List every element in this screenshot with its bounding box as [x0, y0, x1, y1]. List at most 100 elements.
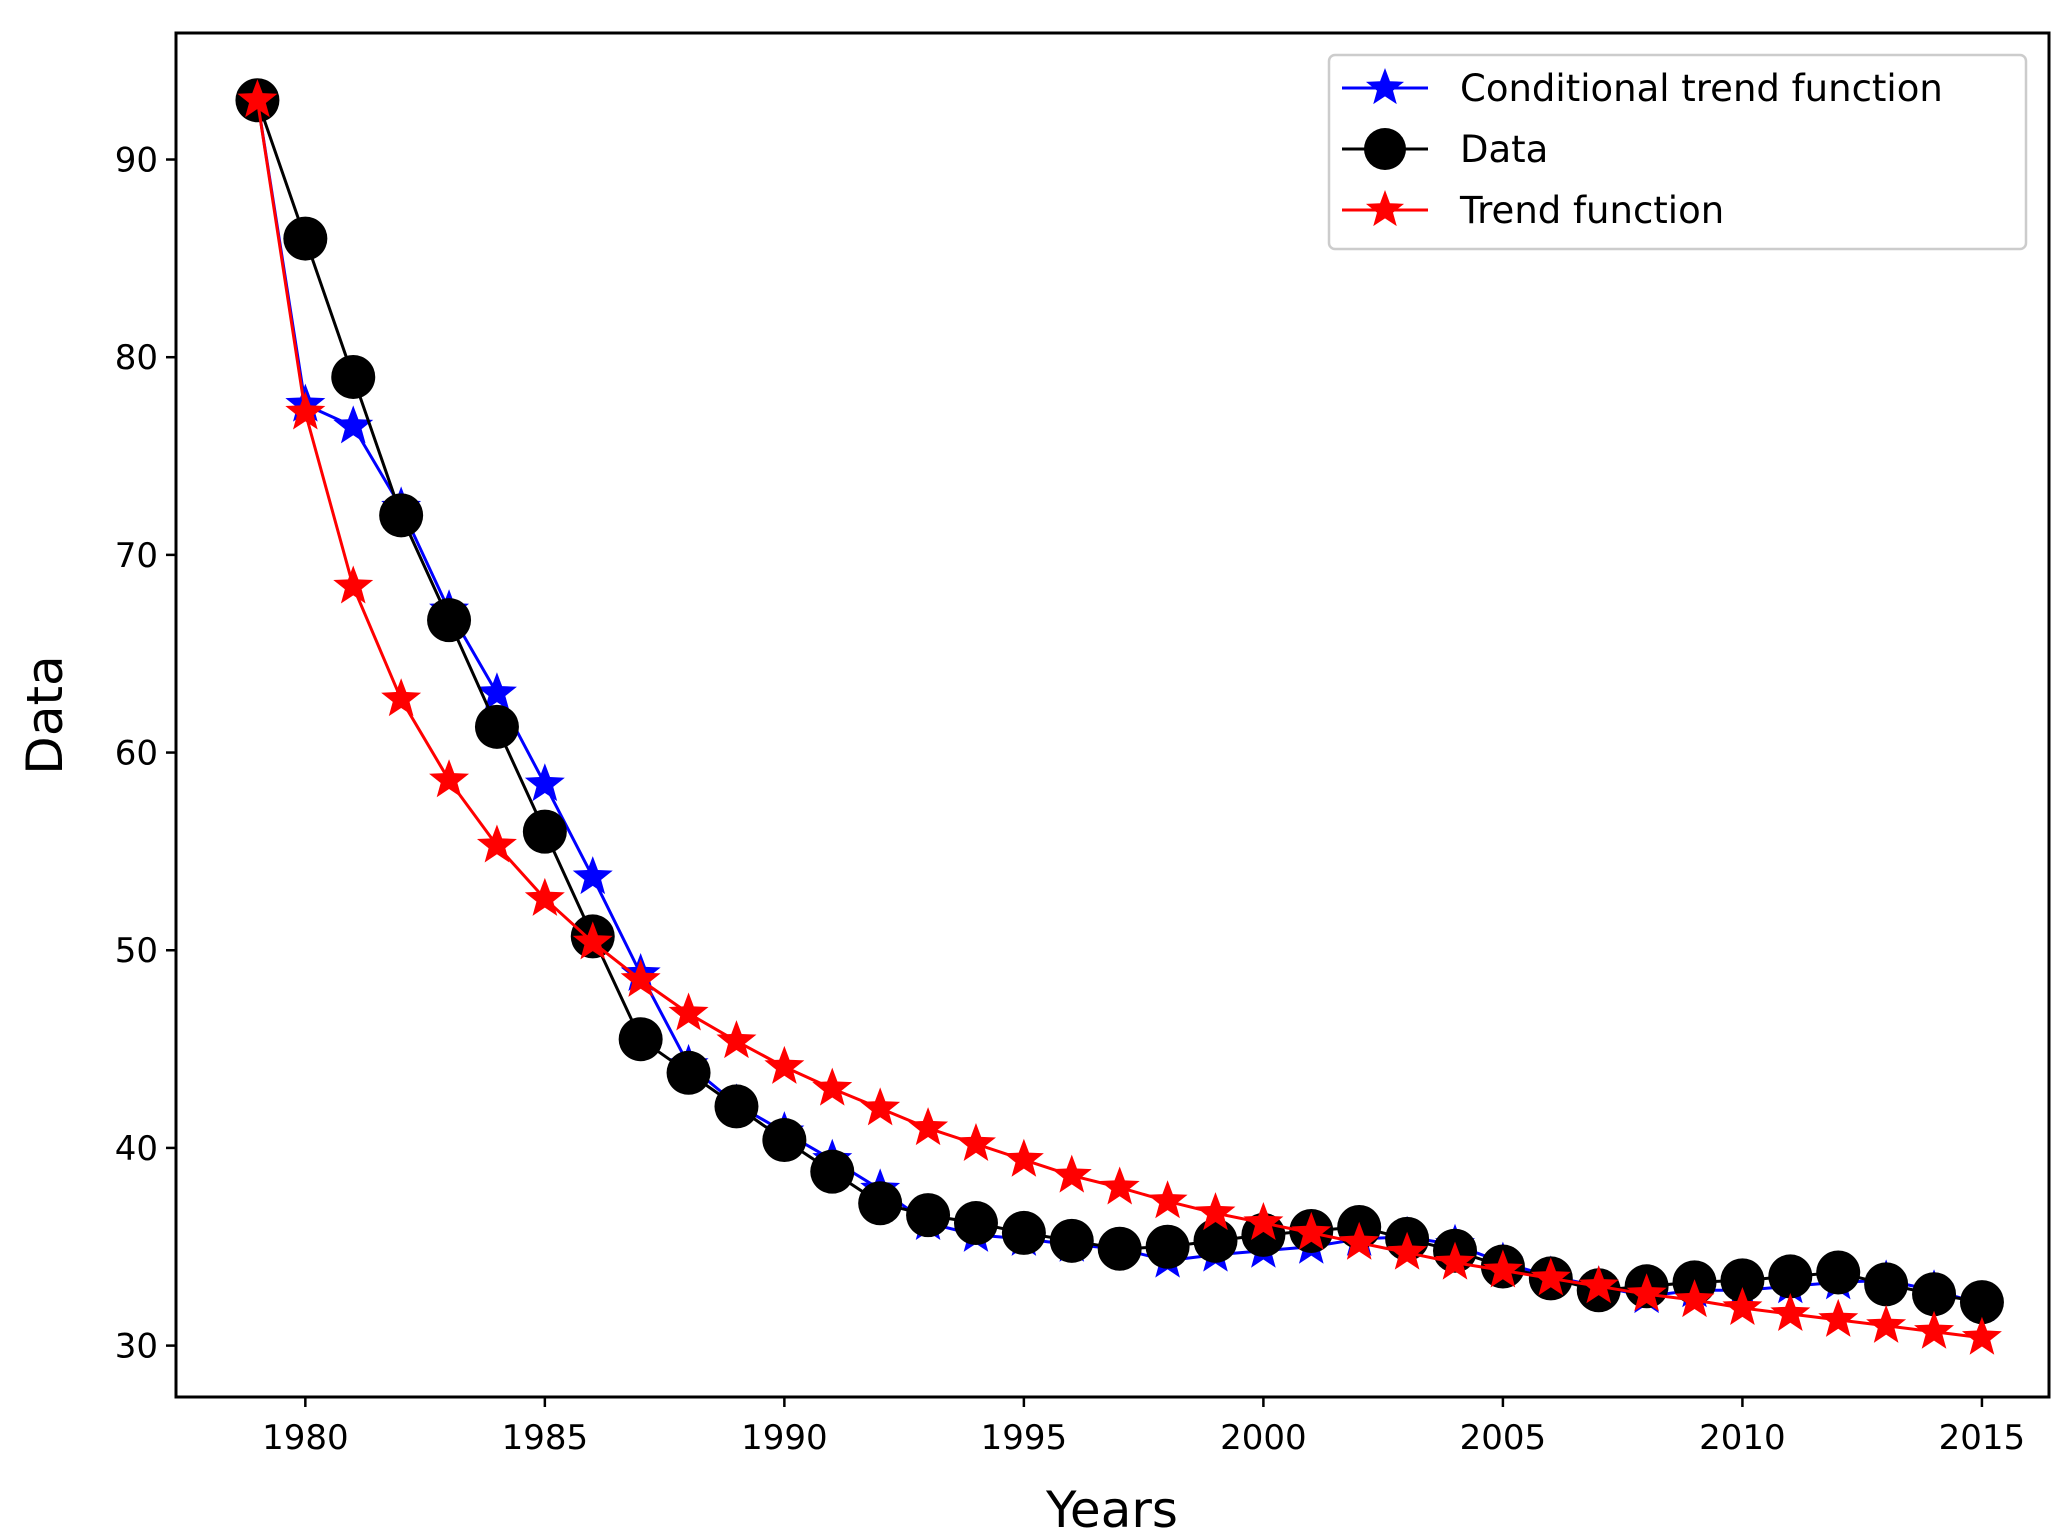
- x-tick-label-1980: 1980: [262, 1418, 349, 1458]
- series-2-point-2009: [1674, 1279, 1715, 1318]
- plot-frame: [174, 31, 2051, 1399]
- series-2-point-2012: [1818, 1298, 1859, 1337]
- series-1-point-1983: [427, 598, 472, 643]
- series-0-point-1986: [572, 856, 613, 895]
- series-1-point-1981: [331, 354, 376, 399]
- series-2-point-1981: [333, 565, 374, 604]
- series-2-point-2003: [1387, 1231, 1428, 1270]
- series-2-point-1989: [716, 1020, 757, 1059]
- series-1-point-1992: [858, 1181, 903, 1226]
- y-axis-title: Data: [16, 655, 74, 774]
- legend-label-1: Data: [1460, 128, 1548, 171]
- series-2-point-1985: [524, 877, 565, 916]
- x-axis-title: Years: [1045, 1481, 1178, 1539]
- series-1-point-1987: [618, 1017, 663, 1062]
- x-tick-label-1995: 1995: [981, 1418, 1068, 1458]
- series-2-point-1999: [1195, 1192, 1236, 1231]
- series-2-point-1984: [476, 824, 517, 863]
- series-1-point-2014: [1912, 1272, 1957, 1317]
- series-2-point-1998: [1147, 1180, 1188, 1219]
- x-tick-label-1985: 1985: [502, 1418, 589, 1458]
- legend-box: [1327, 53, 2028, 251]
- series-1-point-1994: [953, 1201, 998, 1246]
- series-1-point-1997: [1097, 1226, 1142, 1271]
- legend-entry-2: Trend function: [1342, 189, 1724, 232]
- series-1-point-1980: [283, 216, 328, 261]
- y-tick-label-40: 40: [115, 1129, 158, 1169]
- x-tick-label-2005: 2005: [1460, 1418, 1547, 1458]
- series-2-point-1996: [1051, 1154, 1092, 1193]
- series-2-point-2004: [1435, 1241, 1475, 1280]
- series-2-point-2001: [1291, 1211, 1332, 1250]
- series-2-point-1986: [572, 921, 613, 960]
- series-1-point-1993: [906, 1193, 951, 1238]
- series-2-point-2005: [1482, 1249, 1523, 1288]
- series-1-point-1985: [522, 809, 567, 854]
- y-tick-label-50: 50: [115, 931, 158, 971]
- series-2-point-1988: [668, 992, 709, 1031]
- legend-marker-2: [1365, 190, 1405, 227]
- series-2-point-1990: [764, 1045, 805, 1084]
- y-tick-label-70: 70: [115, 536, 158, 576]
- series-0-point-1985: [524, 763, 565, 802]
- x-tick-label-2010: 2010: [1699, 1418, 1786, 1458]
- series-2-point-1983: [429, 759, 470, 798]
- series-1-point-2015: [1959, 1280, 2004, 1325]
- series-2-point-2006: [1530, 1257, 1571, 1296]
- x-tick-label-1990: 1990: [741, 1418, 828, 1458]
- series-2-point-2014: [1914, 1310, 1955, 1349]
- series-0-point-1984: [476, 672, 517, 711]
- series-1-point-2013: [1864, 1262, 1909, 1307]
- series-1-point-1984: [474, 704, 519, 749]
- series-2-point-2010: [1722, 1287, 1763, 1326]
- legend-label-2: Trend function: [1459, 189, 1724, 232]
- series-2-point-1993: [908, 1107, 949, 1146]
- series-1-point-1999: [1193, 1218, 1238, 1263]
- series-1-point-1995: [1001, 1210, 1046, 1255]
- x-tick-label-2015: 2015: [1939, 1418, 2026, 1458]
- series-0-point-1981: [333, 405, 374, 444]
- series-1-point-1982: [379, 493, 424, 538]
- y-tick-label-90: 90: [115, 141, 158, 181]
- series-2-point-2011: [1770, 1292, 1811, 1331]
- y-tick-label-80: 80: [115, 338, 158, 378]
- series-2-point-1992: [860, 1087, 901, 1126]
- series-2-point-2013: [1866, 1304, 1907, 1343]
- series-2-point-1995: [1003, 1138, 1044, 1177]
- legend: Conditional trend function Data Trend func…: [1327, 53, 2028, 251]
- series-2-point-2000: [1243, 1202, 1284, 1241]
- ticks-layer: 1980 1985 1990 1995 2000 2005 2010 2015 30 40 50 60…: [115, 141, 2025, 1458]
- series-1-point-1990: [762, 1118, 807, 1163]
- series-1-point-1988: [666, 1050, 711, 1095]
- series-2-point-1991: [812, 1067, 853, 1106]
- x-tick-label-2000: 2000: [1220, 1418, 1307, 1458]
- series-2: [237, 79, 2002, 1355]
- series-1-point-2011: [1768, 1254, 1813, 1299]
- series-layer: [235, 78, 2004, 1355]
- series-1-point-2012: [1816, 1250, 1861, 1295]
- series-1-point-2010: [1720, 1258, 1765, 1303]
- series-2-point-2015: [1961, 1316, 2002, 1355]
- series-2-point-1987: [620, 958, 661, 997]
- series-2-point-1997: [1099, 1166, 1140, 1205]
- legend-entry-1: Data: [1342, 128, 1548, 171]
- legend-entries: Conditional trend function Data Trend func…: [1342, 67, 1943, 232]
- series-2-point-1982: [381, 678, 422, 717]
- series-1-point-1991: [810, 1149, 855, 1194]
- legend-marker-0: [1365, 68, 1405, 105]
- legend-entry-0: Conditional trend function: [1342, 67, 1943, 110]
- y-tick-label-60: 60: [115, 734, 158, 774]
- legend-marker-1: [1364, 128, 1406, 170]
- series-2-point-2007: [1578, 1265, 1619, 1304]
- y-tick-label-30: 30: [115, 1327, 158, 1367]
- series-2-point-1979: [237, 79, 278, 118]
- series-2-point-2008: [1626, 1273, 1667, 1312]
- series-2-point-1994: [956, 1122, 996, 1161]
- series-1-point-1998: [1145, 1224, 1190, 1269]
- series-2-point-2002: [1339, 1221, 1380, 1260]
- series-1-point-1996: [1049, 1218, 1094, 1263]
- series-2-point-1980: [285, 391, 326, 430]
- legend-label-0: Conditional trend function: [1460, 67, 1943, 110]
- series-1-point-1989: [714, 1084, 759, 1129]
